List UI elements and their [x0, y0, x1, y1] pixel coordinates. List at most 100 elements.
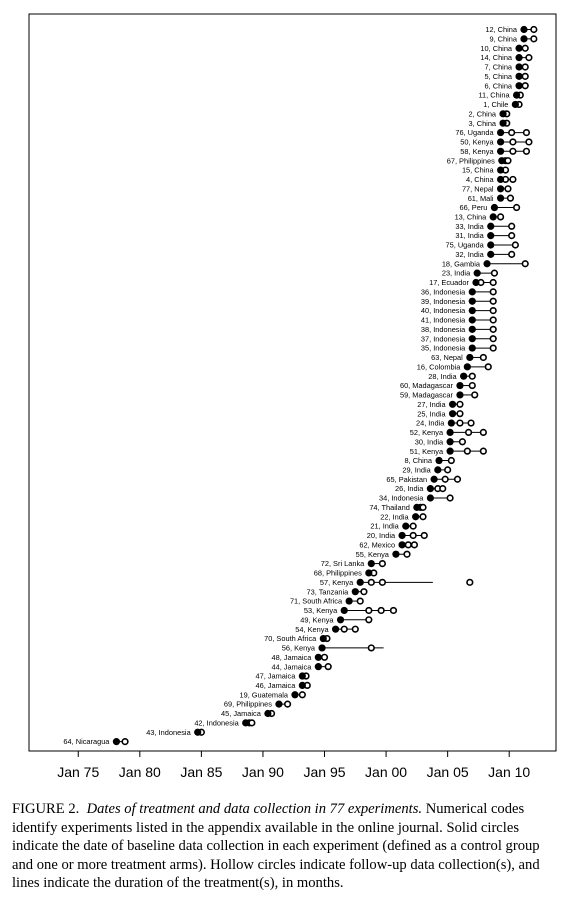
followup-point	[378, 578, 386, 586]
experiment-row: 33, India	[455, 222, 516, 231]
experiment-label: 18, Gambia	[442, 259, 481, 268]
figure-caption: FIGURE 2. Dates of treatment and data co…	[12, 800, 560, 893]
followup-point	[489, 335, 497, 343]
followup-point	[248, 719, 256, 727]
experiment-row: 54, Kenya	[295, 625, 359, 634]
followup-point	[410, 541, 418, 549]
followup-point	[466, 578, 474, 586]
baseline-point	[319, 634, 327, 643]
experiment-row: 59, Madagascar	[400, 391, 479, 400]
experiment-row: 7, China	[485, 63, 529, 72]
baseline-point	[472, 278, 480, 287]
baseline-point	[448, 400, 457, 408]
followup-point	[521, 72, 529, 80]
experiment-row: 46, Jamaica	[255, 681, 311, 690]
experiment-label: 6, China	[485, 81, 513, 90]
experiment-row: 60, Madagascar	[400, 381, 476, 390]
baseline-point	[402, 522, 410, 530]
experiment-row: 1, Chile	[483, 100, 523, 109]
experiment-row: 18, Gambia	[442, 259, 529, 268]
experiment-row: 68, Philippines	[314, 569, 378, 578]
baseline-point	[340, 606, 348, 615]
baseline-point	[298, 681, 306, 690]
experiment-row: 43, Indonesia	[146, 728, 205, 737]
followup-point	[419, 503, 427, 511]
experiment-label: 17, Ecuador	[429, 278, 469, 287]
baseline-point	[496, 194, 505, 202]
baseline-point	[496, 175, 505, 184]
baseline-point	[194, 728, 202, 736]
experiment-label: 21, India	[370, 522, 399, 531]
experiment-row: 75, Uganda	[446, 241, 519, 250]
baseline-point	[298, 672, 306, 680]
experiment-label: 12, China	[485, 25, 518, 34]
followup-point	[409, 531, 417, 540]
experiment-row: 55, Kenya	[356, 550, 411, 559]
followup-point	[471, 391, 479, 399]
caption-lead: Dates of treatment and data collection i…	[86, 801, 423, 817]
followup-point	[389, 606, 398, 615]
followup-point	[453, 475, 462, 483]
experiment-row: 42, Indonesia	[194, 718, 256, 727]
followup-point	[509, 147, 517, 155]
experiment-label: 4, China	[466, 175, 494, 184]
experiment-row: 69, Philippines	[224, 700, 292, 709]
followup-point	[446, 494, 454, 502]
baseline-point	[392, 550, 400, 558]
experiment-label: 28, India	[428, 372, 457, 381]
baseline-point	[487, 222, 495, 230]
experiment-row: 17, Ecuador	[429, 278, 497, 287]
followup-point	[377, 606, 385, 615]
followup-point	[467, 419, 475, 427]
experiment-row: 32, India	[455, 250, 516, 259]
experiment-row: 50, Kenya	[460, 138, 533, 147]
experiment-row: 76, Uganda	[455, 128, 531, 137]
caption-text: Numerical codes identify experiments lis…	[12, 801, 540, 891]
baseline-point	[412, 513, 420, 521]
experiment-label: 51, Kenya	[410, 447, 444, 456]
experiment-row: 26, India	[395, 484, 447, 493]
followup-point	[489, 344, 497, 352]
baseline-point	[498, 157, 506, 165]
x-axis: Jan 75 Jan 80 Jan 85 Jan 90 Jan 95 Jan 00 Jan …	[57, 751, 530, 780]
baseline-point	[413, 503, 421, 511]
followup-point	[530, 25, 538, 34]
experiment-row: 21, India	[370, 522, 417, 531]
experiment-label: 10, China	[480, 44, 513, 53]
experiment-label: 37, Indonesia	[421, 334, 466, 343]
baseline-point	[430, 475, 438, 483]
experiment-row: 15, China	[462, 166, 510, 175]
baseline-point	[489, 213, 497, 221]
baseline-point	[365, 569, 373, 577]
followup-point	[447, 456, 455, 465]
experiment-row: 31, India	[455, 231, 516, 240]
experiment-label: 9, China	[489, 34, 517, 43]
experiment-label: 43, Indonesia	[146, 728, 191, 737]
followup-point	[121, 738, 129, 746]
experiment-label: 13, China	[455, 213, 488, 222]
baseline-point	[314, 663, 322, 671]
experiment-row: 22, India	[380, 512, 427, 521]
followup-point	[479, 447, 487, 455]
experiment-label: 39, Indonesia	[421, 297, 466, 306]
baseline-point	[460, 372, 468, 380]
experiment-label: 47, Jamaica	[255, 672, 296, 681]
baseline-point	[331, 625, 340, 633]
followup-point	[490, 269, 499, 277]
x-tick-label: Jan 05	[427, 764, 469, 780]
followup-point	[521, 82, 529, 90]
followup-point	[479, 353, 487, 362]
experiment-label: 34, Indonesia	[379, 494, 424, 503]
followup-point	[403, 550, 411, 558]
baseline-point	[426, 485, 435, 493]
experiment-row: 37, Indonesia	[421, 334, 497, 343]
followup-point	[340, 625, 348, 633]
experiment-row: 14, China	[480, 53, 533, 62]
baseline-point	[487, 232, 495, 240]
experiment-label: 5, China	[485, 72, 513, 81]
experiment-label: 61, Mali	[468, 194, 494, 203]
followup-point	[464, 428, 473, 437]
followup-point	[367, 578, 375, 586]
followup-point	[508, 128, 516, 137]
experiment-label: 53, Kenya	[304, 606, 338, 615]
